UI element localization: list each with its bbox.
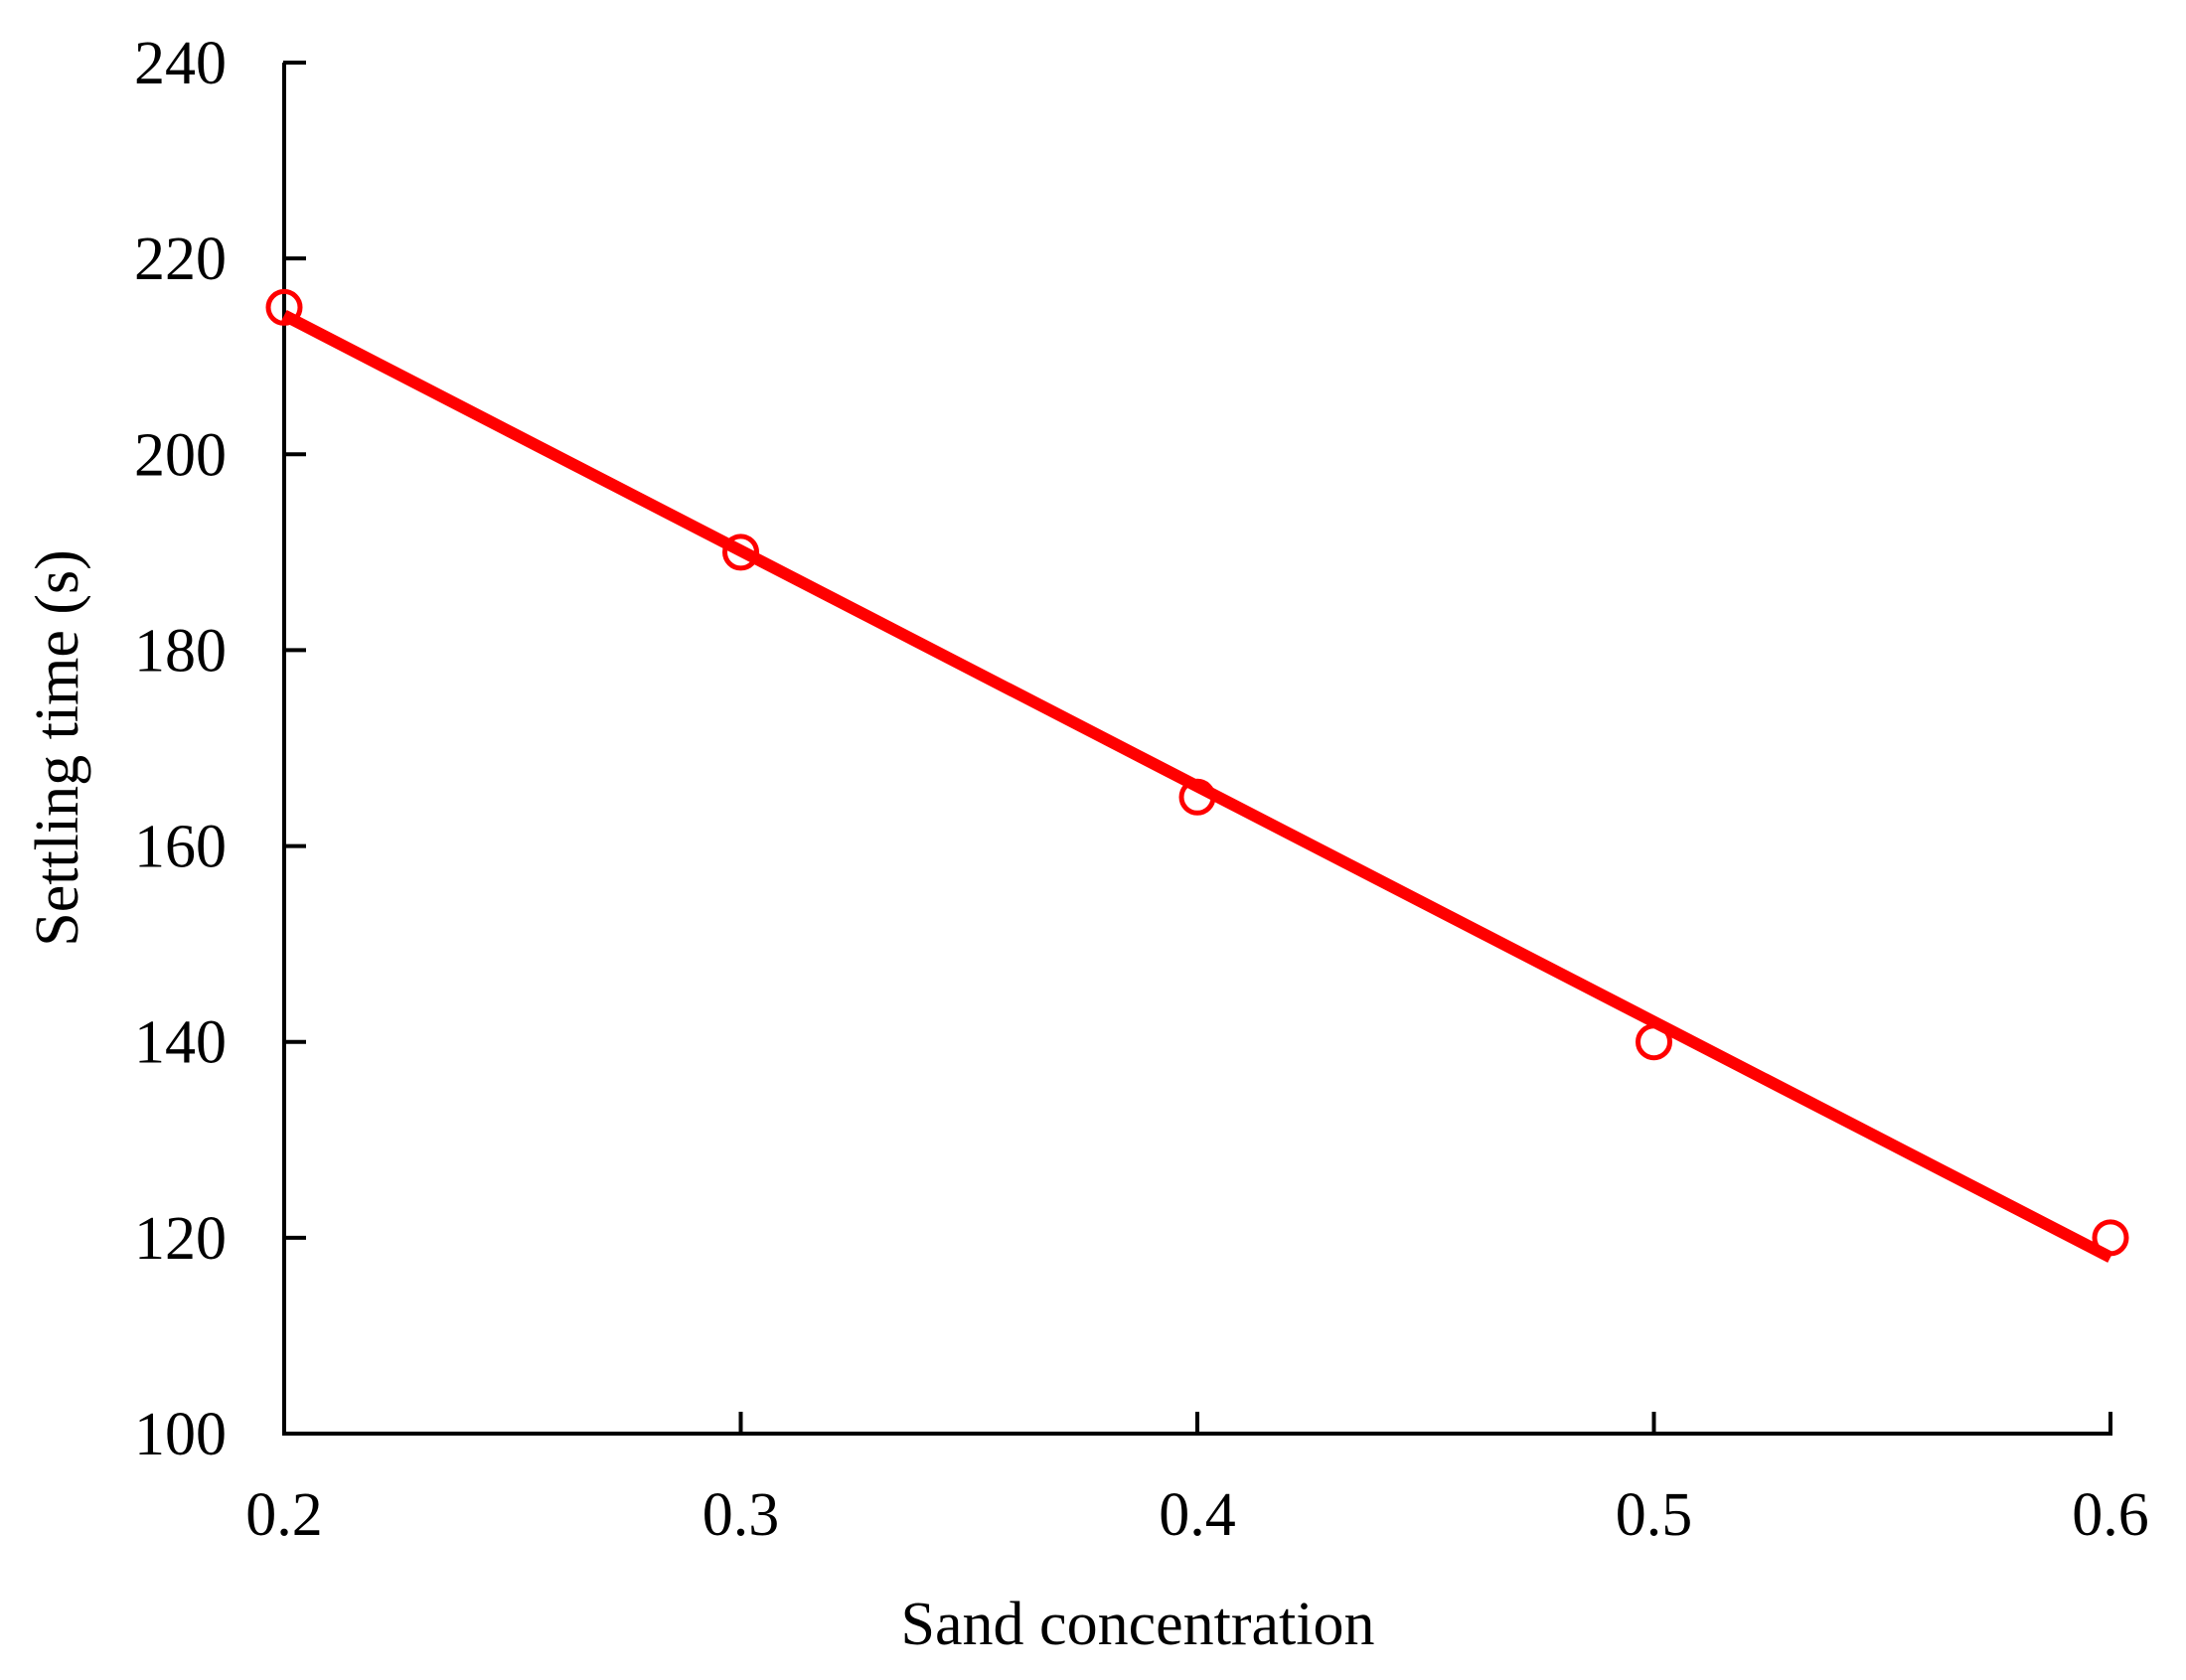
x-axis-title: Sand concentration bbox=[901, 1591, 1375, 1658]
data-point bbox=[1636, 1023, 1672, 1061]
y-tick-label: 140 bbox=[134, 1009, 227, 1077]
y-axis-title: Settling time (s) bbox=[24, 549, 91, 947]
y-tick-label: 240 bbox=[134, 30, 227, 97]
data-point bbox=[722, 534, 759, 571]
y-tick-label: 200 bbox=[134, 421, 227, 489]
data-point bbox=[1178, 778, 1216, 816]
plot-area bbox=[265, 288, 2129, 1263]
x-tick-label: 0.5 bbox=[1616, 1481, 1693, 1549]
x-tick-label: 0.3 bbox=[703, 1481, 780, 1549]
data-point bbox=[2092, 1219, 2129, 1257]
x-tick-label: 0.4 bbox=[1159, 1481, 1236, 1549]
y-axis-ticks: 100 120 140 160 180 200 220 240 bbox=[134, 30, 306, 1468]
y-tick-label: 180 bbox=[134, 617, 227, 685]
data-point bbox=[265, 288, 303, 326]
x-axis-ticks: 0.2 0.3 0.4 0.5 0.6 bbox=[245, 1412, 2149, 1549]
y-tick-label: 160 bbox=[134, 814, 227, 881]
fit-line bbox=[281, 309, 2113, 1263]
y-tick-label: 220 bbox=[134, 226, 227, 293]
x-tick-label: 0.6 bbox=[2072, 1481, 2149, 1549]
x-tick-label: 0.2 bbox=[245, 1481, 323, 1549]
y-tick-label: 100 bbox=[134, 1401, 227, 1468]
axes bbox=[282, 63, 2112, 1436]
y-tick-label: 120 bbox=[134, 1205, 227, 1273]
